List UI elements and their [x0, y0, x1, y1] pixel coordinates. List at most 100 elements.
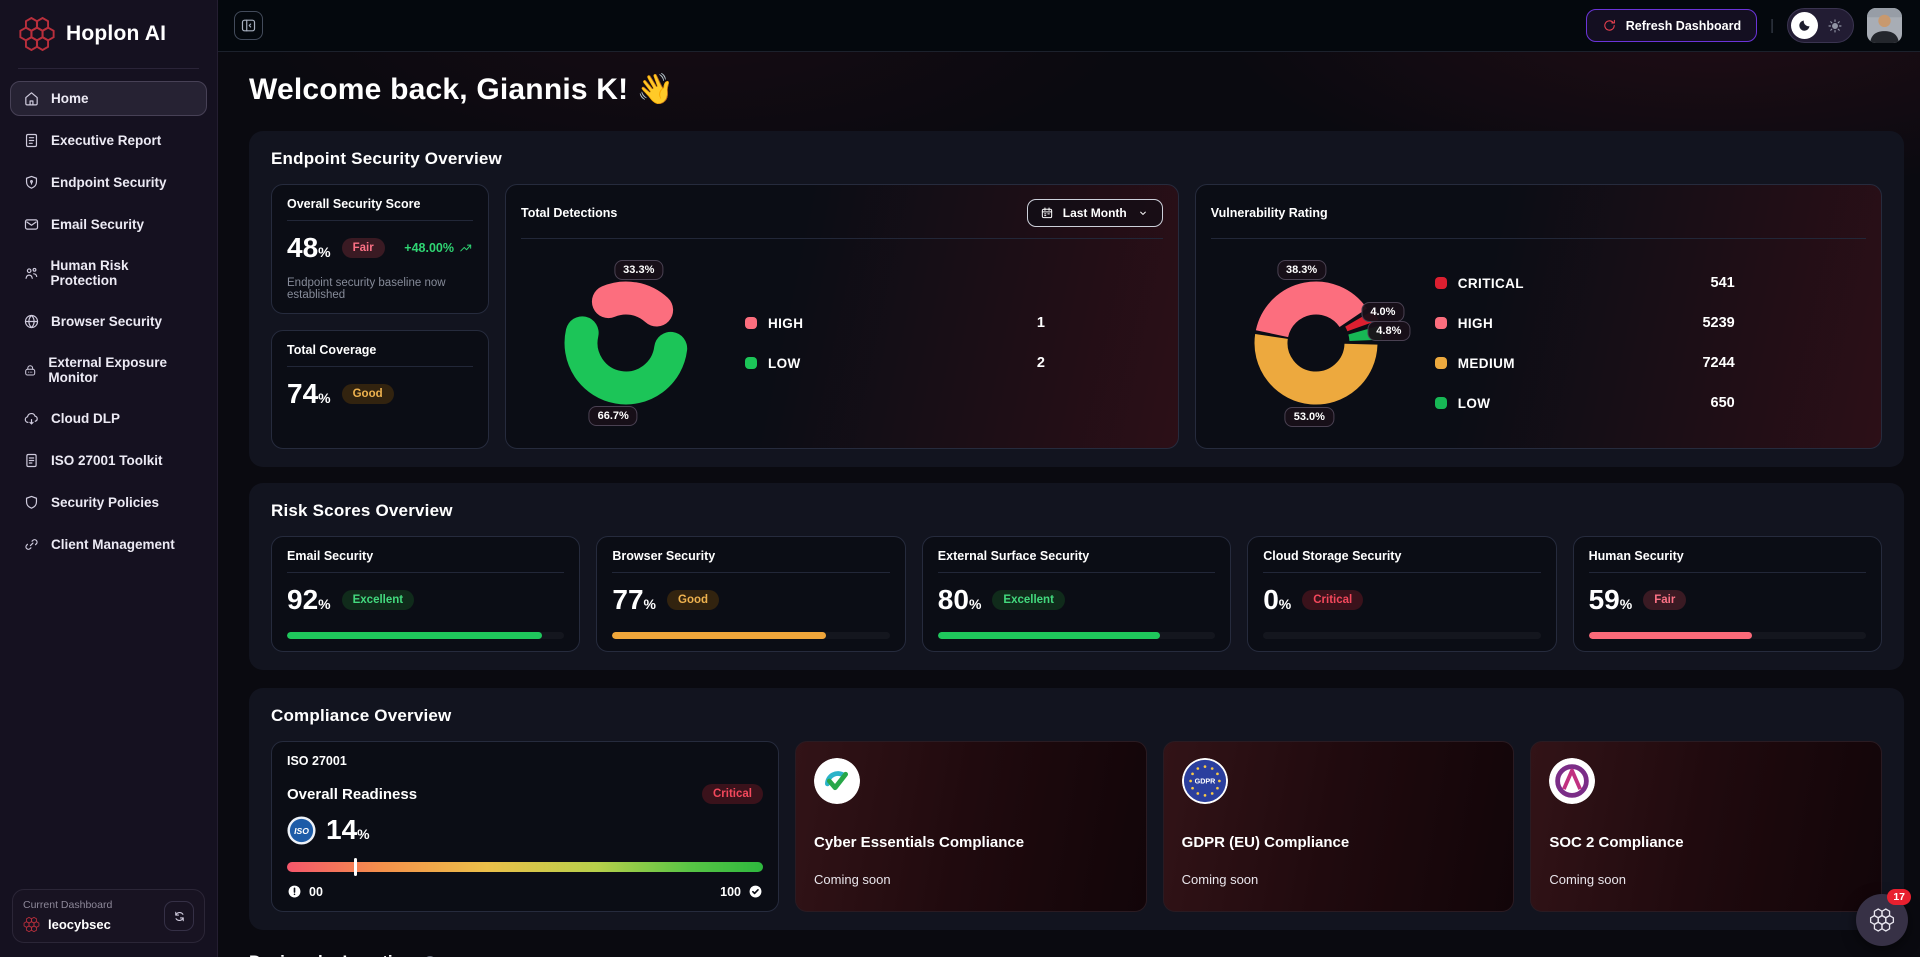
sidebar-item-email-security[interactable]: Email Security	[10, 207, 207, 242]
sidebar-item-label: Email Security	[51, 217, 145, 232]
topbar: Refresh Dashboard |	[218, 0, 1920, 52]
donut-percentage-label: 4.8%	[1367, 321, 1411, 342]
legend-dot	[1434, 357, 1447, 369]
detections-donut-chart: 33.3% 66.7%	[533, 250, 719, 436]
legend-label: LOW	[768, 355, 801, 371]
sidebar-item-label: Security Policies	[51, 495, 160, 510]
donut-percentage-label: 66.7%	[588, 405, 638, 426]
sidebar-item-executive-report[interactable]: Executive Report	[10, 123, 207, 158]
vulnerability-donut-chart: 38.3% 4.0% 4.8% 53.0%	[1223, 250, 1411, 436]
risk-value: 92	[287, 584, 319, 615]
sidebar-item-security-policies[interactable]: Security Policies	[10, 485, 207, 520]
chat-button[interactable]: 17	[1856, 889, 1911, 946]
hoplon-logo-icon	[1869, 907, 1895, 933]
progress-bar	[287, 632, 565, 639]
legend-label: MEDIUM	[1457, 355, 1515, 371]
sidebar-item-browser-security[interactable]: Browser Security	[10, 304, 207, 339]
legend-label: HIGH	[768, 315, 804, 331]
card-title: ISO 27001	[287, 754, 347, 768]
refresh-label: Refresh Dashboard	[1625, 18, 1742, 33]
status-badge: Good	[341, 384, 394, 404]
globe-icon	[23, 313, 40, 330]
switch-dashboard-button[interactable]	[164, 901, 194, 931]
legend-row: HIGH 1	[745, 315, 1045, 331]
sidebar-item-iso-27001-toolkit[interactable]: ISO 27001 Toolkit	[10, 443, 207, 478]
theme-toggle[interactable]	[1787, 8, 1854, 43]
sidebar-item-label: Client Management	[51, 537, 175, 552]
sidebar-item-label: Browser Security	[51, 314, 163, 329]
status-badge: Fair	[341, 238, 385, 258]
content-scroll-area[interactable]: Welcome back, Giannis K! 👋 Endpoint Secu…	[218, 52, 1920, 957]
iso-subtitle: Overall Readiness	[287, 785, 418, 803]
main-area: Refresh Dashboard | Welcome back, Gianni…	[218, 0, 1920, 957]
section-title: Endpoint Security Overview	[271, 149, 502, 168]
compliance-card-status: Coming soon	[1549, 872, 1626, 887]
donut-percentage-label: 33.3%	[614, 260, 664, 281]
sidebar-item-client-management[interactable]: Client Management	[10, 527, 207, 562]
score-subtitle: Endpoint security baseline now establish…	[287, 277, 446, 301]
legend-value: 1	[1036, 315, 1045, 331]
card-title: Total Detections	[521, 206, 618, 220]
check-circle-icon	[748, 884, 763, 899]
overall-security-score-card: Overall Security Score 48% Fair +48.00% …	[271, 184, 489, 314]
legend-value: 541	[1710, 275, 1735, 291]
donut-percentage-label: 4.0%	[1361, 301, 1405, 322]
people-icon	[23, 265, 39, 282]
card-title: Email Security	[287, 549, 374, 563]
legend-dot	[745, 357, 757, 369]
svg-text:ISO: ISO	[294, 825, 309, 835]
sidebar-item-human-risk-protection[interactable]: Human Risk Protection	[10, 249, 207, 297]
sidebar-item-label: Endpoint Security	[51, 175, 167, 190]
compliance-card-soc2: SOC 2 Compliance Coming soon	[1530, 741, 1882, 912]
legend-value: 5239	[1702, 315, 1735, 331]
status-badge: Critical	[702, 784, 763, 804]
soc2-logo-icon	[1549, 758, 1596, 804]
chevron-down-icon	[1136, 206, 1150, 220]
gdpr-logo-icon: GDPR	[1181, 758, 1228, 804]
sidebar-item-endpoint-security[interactable]: Endpoint Security	[10, 165, 207, 200]
compliance-card-status: Coming soon	[1181, 872, 1259, 887]
shield-icon	[23, 494, 40, 511]
swap-icon	[172, 909, 187, 924]
compliance-card-cyber-essentials: Cyber Essentials Compliance Coming soon	[795, 741, 1147, 912]
vulnerability-rating-card: Vulnerability Rating 38.3% 4.0% 4.8% 53.0% …	[1194, 184, 1882, 449]
card-title: Vulnerability Rating	[1210, 206, 1328, 220]
total-detections-card: Total Detections Last Month 33.3% 66.7% H…	[505, 184, 1179, 449]
iso-logo-icon: ISO	[287, 815, 316, 845]
notification-badge: 17	[1887, 889, 1911, 905]
sidebar-item-label: Human Risk Protection	[50, 258, 129, 288]
refresh-icon	[1602, 18, 1617, 33]
devices-heading: Devices by Location	[249, 952, 1904, 957]
sidebar-item-home[interactable]: Home	[10, 81, 207, 116]
card-title: Human Security	[1588, 549, 1684, 563]
status-badge: Excellent	[992, 590, 1065, 610]
svg-text:GDPR: GDPR	[1194, 778, 1216, 786]
sidebar-item-external-exposure-monitor[interactable]: External Exposure Monitor	[10, 346, 207, 394]
status-badge: Excellent	[341, 590, 415, 610]
user-avatar[interactable]	[1867, 8, 1902, 43]
sun-icon[interactable]	[1823, 14, 1847, 38]
risk-card-external-surface-security: External Surface Security 80% Excellent	[921, 536, 1232, 652]
risk-card-browser-security: Browser Security 77% Good	[596, 536, 906, 652]
moon-icon[interactable]	[1791, 12, 1818, 39]
period-select[interactable]: Last Month	[1026, 199, 1163, 227]
avatar-photo	[1867, 8, 1902, 43]
readiness-gradient-bar	[287, 858, 763, 876]
sidebar-collapse-button[interactable]	[234, 11, 263, 40]
legend-row: LOW 650	[1434, 395, 1735, 411]
section-title: Risk Scores Overview	[271, 501, 453, 520]
legend-dot	[1434, 397, 1447, 409]
legend-dot	[1434, 317, 1447, 329]
endpoint-security-overview-section: Endpoint Security Overview Overall Secur…	[249, 131, 1904, 467]
detections-legend: HIGH 1 LOW 2	[745, 315, 1045, 371]
sidebar-item-cloud-dlp[interactable]: Cloud DLP	[10, 401, 207, 436]
legend-value: 650	[1710, 395, 1735, 411]
brand: Hoplon AI	[0, 0, 217, 66]
donut-percentage-label: 38.3%	[1276, 260, 1327, 281]
card-title: Total Coverage	[287, 343, 377, 357]
legend-dot	[745, 317, 757, 329]
card-title: Overall Security Score	[287, 197, 421, 211]
iso-27001-card: ISO 27001 Overall Readiness Critical ISO…	[271, 741, 779, 912]
total-coverage-card: Total Coverage 74% Good	[271, 330, 489, 449]
refresh-dashboard-button[interactable]: Refresh Dashboard	[1585, 9, 1758, 42]
